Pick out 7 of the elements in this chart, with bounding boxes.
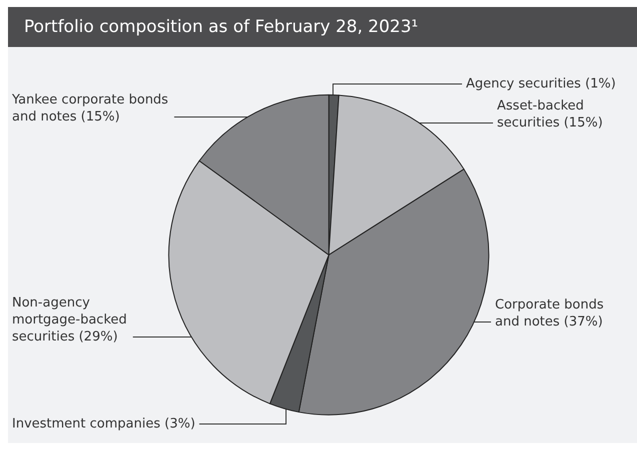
slice-label: Yankee corporate bonds and notes (15%) xyxy=(11,92,168,124)
slice-label: Non-agency mortgage-backed securities (29%) xyxy=(12,296,127,344)
chart-title: Portfolio composition as of February 28, 2023¹ xyxy=(8,7,637,47)
slice-label: Corporate bonds and notes (37%) xyxy=(495,298,604,330)
slice-label: Asset-backed securities (15%) xyxy=(497,98,603,130)
slice-label: Agency securities (1%) xyxy=(466,76,616,92)
slice-label: Investment companies (3%) xyxy=(12,416,196,432)
